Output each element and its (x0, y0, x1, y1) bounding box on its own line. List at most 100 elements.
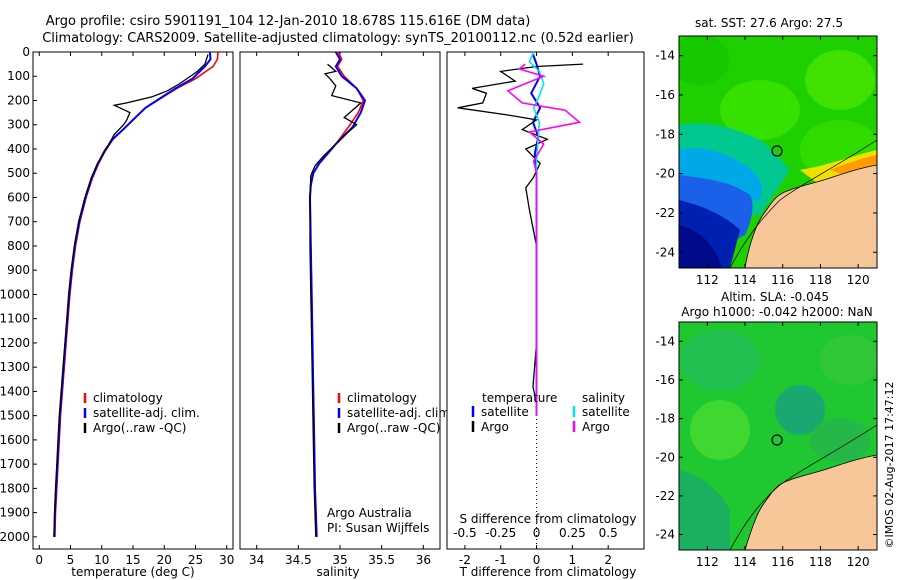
y-tick-label: 500 (7, 166, 30, 180)
x-tick-label: 5 (67, 553, 75, 567)
x-tick-label: 2 (604, 553, 612, 567)
map-y-tick-label: -22 (655, 489, 675, 503)
y-tick-label: 800 (7, 239, 30, 253)
difference-x2label: S difference from climatology (460, 512, 637, 526)
salinity-xlabel: salinity (316, 565, 359, 579)
salinity-annotation-line1: Argo Australia (327, 506, 412, 520)
y-tick-label: 1100 (0, 312, 30, 326)
temperature-axes-box (32, 51, 234, 550)
x2-tick-label: 0.25 (559, 526, 586, 540)
legend-label: satellite (481, 405, 529, 419)
x-tick-label: 30 (219, 553, 234, 567)
map-x-tick-label: 116 (771, 555, 794, 569)
sla-map-frame (678, 321, 878, 551)
difference-axes-box (446, 51, 645, 550)
header-line1: Argo profile: csiro 5901191_104 12-Jan-2… (46, 14, 531, 29)
x-tick-label: 35 (332, 553, 347, 567)
y-tick-label: 1500 (0, 409, 30, 423)
x-tick-label: 34.5 (285, 553, 312, 567)
y-tick-label: 1300 (0, 360, 30, 374)
legend-label: satellite (582, 405, 630, 419)
series-line-argo-raw-qc- (53, 54, 209, 537)
x-tick-label: 1 (569, 553, 577, 567)
difference-panel: -2 -1 0 1 2 temperaturesatelliteArgosalinity… (446, 51, 645, 579)
map-x-tick-label: 120 (847, 555, 870, 569)
x-tick-label: -2 (459, 553, 471, 567)
difference-x2-axis: -0.5 -0.25 0 0.25 0.5 (453, 526, 618, 540)
y-tick-label: 1900 (0, 506, 30, 520)
sla-patch (810, 418, 870, 462)
x-tick-label: 10 (94, 553, 109, 567)
map-y-tick-label: -24 (655, 245, 675, 259)
sla-patch (680, 330, 760, 390)
sla-patch (820, 335, 877, 385)
sla-map-subtitle: Argo h1000: -0.042 h2000: NaN (681, 305, 873, 319)
sla-isobath (729, 424, 877, 550)
map-x-tick-label: 118 (809, 273, 832, 287)
y-tick-label: 1600 (0, 433, 30, 447)
sst-map-image (679, 36, 877, 268)
temperature-panel: 0100200300400500600700800900100011001200… (0, 45, 234, 579)
sla-argo-marker (771, 434, 783, 446)
sla-map-image (679, 322, 877, 550)
map-y-tick-label: -22 (655, 206, 675, 220)
depth-axis: 0 100 200 300 400 500 600 700 800 900 1000 1100 1200… (0, 45, 37, 544)
map-x-tick-label: 114 (734, 555, 757, 569)
temperature-xlabel: temperature (deg C) (71, 565, 194, 579)
x2-tick-label: -0.25 (485, 526, 516, 540)
sst-map-x-axis: 112 114 116 118 120 (696, 36, 870, 287)
sla-map-title: Altim. SLA: -0.045 (721, 290, 829, 304)
y-tick-label: 100 (7, 69, 30, 83)
x2-tick-label: -0.5 (453, 526, 476, 540)
sst-map-y-axis: -14 -16 -18 -20 -22 -24 (655, 49, 877, 259)
x-tick-label: 36 (416, 553, 431, 567)
sla-map-x-axis: 112 114 116 118 120 (696, 322, 870, 569)
series-line-argo-raw-qc- (309, 63, 363, 537)
map-y-tick-label: -16 (655, 88, 675, 102)
map-y-tick-label: -18 (655, 412, 675, 426)
x-tick-label: 0 (35, 553, 43, 567)
y-tick-label: 1800 (0, 481, 30, 495)
x-tick-label: 35.5 (368, 553, 395, 567)
map-x-tick-label: 120 (847, 273, 870, 287)
y-tick-label: 0 (22, 45, 30, 59)
side-stamp: ©IMOS 02-Aug-2017 17:47:12 (883, 382, 896, 549)
legend-label: Argo(..raw -QC) (93, 421, 186, 435)
sst-map-panel: sat. SST: 27.6 Argo: 27.5 -14 -16 -18 -20 -2… (655, 16, 878, 287)
legend-label: Argo (582, 420, 610, 434)
y-tick-label: 400 (7, 142, 30, 156)
map-y-tick-label: -14 (655, 49, 675, 63)
map-x-tick-label: 118 (809, 555, 832, 569)
difference-series (457, 51, 584, 416)
map-y-tick-label: -24 (655, 528, 675, 542)
sst-patch (679, 36, 730, 85)
difference-xlabel: T difference from climatology (459, 565, 637, 579)
map-y-tick-label: -18 (655, 127, 675, 141)
temperature-x-axis: 0 5 10 15 20 25 30 (35, 52, 234, 567)
sst-map-title: sat. SST: 27.6 Argo: 27.5 (695, 16, 843, 30)
map-x-tick-label: 112 (696, 273, 719, 287)
legend-heading-salinity: salinity (582, 391, 625, 405)
y-tick-label: 700 (7, 215, 30, 229)
sst-patch (805, 50, 875, 110)
y-tick-label: 1700 (0, 457, 30, 471)
difference-legend: temperaturesatelliteArgosalinitysatellit… (471, 391, 630, 434)
sst-isobath (729, 139, 877, 268)
salinity-series (308, 51, 367, 537)
salinity-panel: 34 34.5 35 35.5 36 salinity climatologysatel… (239, 51, 454, 579)
difference-x-axis: -2 -1 0 1 2 (459, 52, 612, 567)
temperature-series (53, 51, 219, 537)
x-tick-label: -1 (495, 553, 507, 567)
legend-label: climatology (93, 391, 163, 405)
sst-argo-marker (771, 145, 783, 157)
salinity-x-axis: 34 34.5 35 35.5 36 (249, 52, 431, 567)
legend-label: satellite-adj. clim. (93, 406, 200, 420)
x-tick-label: 15 (125, 553, 140, 567)
sst-map-frame (678, 35, 878, 269)
legend-label: Argo(..raw -QC) (347, 421, 440, 435)
sst-land (744, 164, 877, 268)
map-y-tick-label: -16 (655, 373, 675, 387)
